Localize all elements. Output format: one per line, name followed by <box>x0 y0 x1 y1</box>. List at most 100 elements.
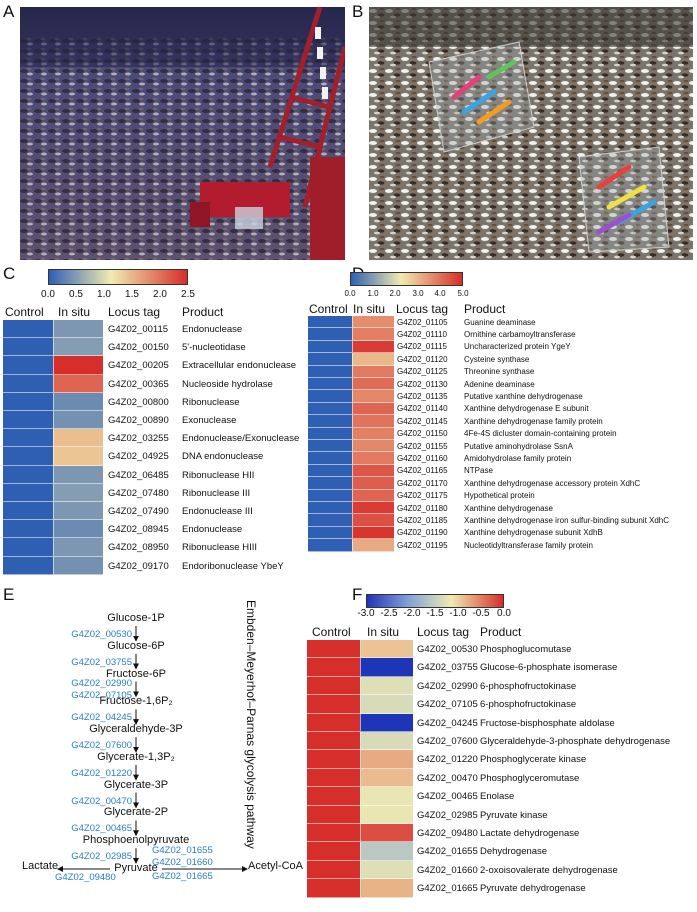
colorbar-d-tick: 1.0 <box>367 289 379 298</box>
product-name: Uncharacterized protein YgeY <box>464 342 571 352</box>
gene-acetyl-1: G4Z02_01655 <box>152 845 213 856</box>
col-header-control: Control <box>5 305 44 319</box>
locus-tag: G4Z02_06485 <box>108 469 169 481</box>
heat-cell-insitu <box>53 374 103 393</box>
heat-cell-control <box>3 465 53 484</box>
heat-cell-control <box>307 732 360 751</box>
heat-cell-insitu <box>360 695 413 714</box>
heat-cell-insitu <box>352 353 394 366</box>
locus-tag: G4Z02_00205 <box>108 360 169 372</box>
colorbar-d-tick: 2.0 <box>389 289 401 298</box>
heat-cell-control <box>3 483 53 502</box>
heat-cell-control <box>308 415 352 428</box>
panel-label-b: B <box>352 2 364 21</box>
product-name: Hypothetical protein <box>464 491 535 501</box>
product-name: Putative aminohydrolase SsnA <box>464 441 573 451</box>
heat-cell-insitu <box>53 356 103 375</box>
col-header-locus: Locus tag <box>417 625 470 639</box>
heat-cell-control <box>308 365 352 378</box>
heat-cell-insitu <box>360 879 413 898</box>
col-header-product: Product <box>182 305 224 319</box>
heat-cell-control <box>3 338 53 357</box>
metabolite-3: Fructose-6P <box>106 667 166 680</box>
locus-tag: G4Z02_08945 <box>108 524 169 536</box>
photo-b-seafloor-cages <box>369 7 693 260</box>
heat-cell-insitu <box>352 526 394 540</box>
heat-cell-control <box>308 514 352 527</box>
gene-label: G4Z02_00470 <box>71 795 132 807</box>
product-name: 6-phosphofructokinase <box>480 680 577 692</box>
heat-cell-control <box>308 427 352 440</box>
heat-cell-insitu <box>360 768 413 788</box>
heat-cell-insitu <box>352 477 394 490</box>
locus-tag: G4Z02_07105 <box>417 699 478 711</box>
col-header-insitu: In situ <box>367 625 400 639</box>
heat-cell-control <box>308 316 352 329</box>
locus-tag: G4Z02_01175 <box>397 491 448 501</box>
product-name: Xanthine dehydrogenase <box>464 503 553 513</box>
locus-tag: G4Z02_07600 <box>417 736 478 747</box>
product-name: Phosphoglyceromutase <box>480 772 580 784</box>
locus-tag: G4Z02_01130 <box>397 379 448 389</box>
product-name: 5'-nucleotidase <box>182 342 246 354</box>
col-header-insitu: In situ <box>353 302 386 316</box>
heat-cell-control <box>307 787 360 806</box>
colorbar-c-tick: 0.5 <box>69 289 83 300</box>
locus-tag: G4Z02_01150 <box>397 429 448 439</box>
locus-tag: G4Z02_01170 <box>397 478 448 488</box>
heat-cell-insitu <box>352 464 394 478</box>
pathway-arrows <box>57 626 248 872</box>
heat-cell-control <box>3 411 53 430</box>
heat-cell-insitu <box>53 320 103 339</box>
heat-cell-control <box>308 328 352 341</box>
heat-cell-insitu <box>53 556 103 575</box>
product-name: Pyruvate dehydrogenase <box>480 883 586 895</box>
product-name: Threonine synthase <box>464 367 535 377</box>
locus-tag: G4Z02_01120 <box>397 354 448 364</box>
locus-tag: G4Z02_09480 <box>417 828 478 839</box>
heat-cell-insitu <box>53 392 103 411</box>
heat-cell-insitu <box>352 427 394 440</box>
heat-cell-insitu <box>352 378 394 391</box>
locus-tag: G4Z02_07480 <box>108 487 169 499</box>
product-name: Nucleotidyltransferase family protein <box>464 540 593 550</box>
col-header-control: Control <box>312 625 351 639</box>
heat-cell-control <box>307 658 360 677</box>
colorbar-f-tick: -2.0 <box>403 608 421 619</box>
panel-label-e: E <box>3 585 15 604</box>
product-name: 6-phosphofructokinase <box>480 699 577 711</box>
metabolite-4: Fructose-1,6P₂ <box>99 695 173 708</box>
colorbar-f-tick: -3.0 <box>357 608 375 619</box>
locus-tag: G4Z02_00465 <box>417 791 478 803</box>
heat-cell-control <box>308 477 352 490</box>
colorbar-d <box>350 272 463 286</box>
product-name: Nucleoside hydrolase <box>182 378 273 390</box>
heat-cell-control <box>308 440 352 453</box>
product-name: Enolase <box>480 791 515 803</box>
locus-tag: G4Z02_01190 <box>397 528 448 538</box>
metabolite-7: Glycerate-3P <box>103 778 169 791</box>
gene-label: G4Z02_07105 <box>71 690 132 702</box>
heat-cell-control <box>307 676 360 696</box>
product-name: 2-oxoisovalerate dehydrogenase <box>480 864 618 876</box>
heat-cell-insitu <box>53 483 103 502</box>
gene-label: G4Z02_02990 <box>71 678 132 690</box>
heat-cell-insitu <box>360 676 413 696</box>
product-name: Fructose-bisphosphate aldolase <box>480 717 615 729</box>
locus-tag: G4Z02_04925 <box>108 451 169 463</box>
metabolite-lactate: Lactate <box>22 860 59 872</box>
heat-cell-control <box>3 356 53 375</box>
metabolite-10: Pyruvate <box>114 862 158 874</box>
heat-cell-insitu <box>360 805 413 824</box>
colorbar-f <box>366 594 504 608</box>
heat-cell-control <box>307 750 360 769</box>
heat-cell-insitu <box>352 539 394 552</box>
col-header-locus: Locus tag <box>396 302 449 316</box>
locus-tag: G4Z02_00890 <box>108 415 169 426</box>
locus-tag: G4Z02_00530 <box>417 644 478 655</box>
heat-cell-insitu <box>352 415 394 428</box>
heat-cell-control <box>3 447 53 466</box>
product-name: Guanine deaminase <box>464 317 536 327</box>
colorbar-c-tick: 2.0 <box>153 289 167 300</box>
heat-cell-control <box>307 842 360 861</box>
